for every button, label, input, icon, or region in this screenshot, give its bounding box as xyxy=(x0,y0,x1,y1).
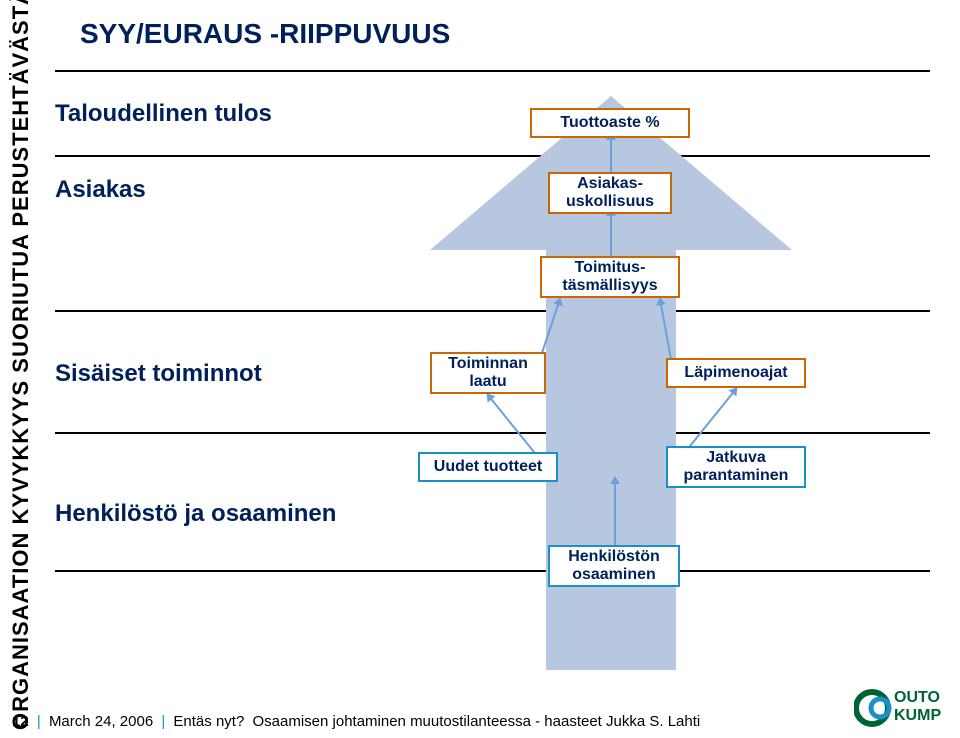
box-henkiloston: Henkilöstönosaaminen xyxy=(548,545,680,587)
box-toiminnan: Toiminnanlaatu xyxy=(430,352,546,394)
page-number: 12 xyxy=(12,713,29,730)
svg-text:OUTO: OUTO xyxy=(894,689,940,706)
box-tuottoaste: Tuottoaste % xyxy=(530,108,690,138)
box-toimitus: Toimitus-täsmällisyys xyxy=(540,256,680,298)
box-uudet: Uudet tuotteet xyxy=(418,452,558,482)
footer-text: Osaamisen johtaminen muutostilanteessa -… xyxy=(252,713,700,730)
svg-text:KUMPU: KUMPU xyxy=(894,707,942,724)
box-jatkuva: Jatkuvaparantaminen xyxy=(666,446,806,488)
box-asiakas: Asiakas-uskollisuus xyxy=(548,172,672,214)
footer-date: March 24, 2006 xyxy=(49,713,153,730)
footer: 12 | March 24, 2006 | Entäs nyt? Osaamis… xyxy=(12,713,700,730)
arrow xyxy=(610,214,612,256)
arrow xyxy=(610,138,612,172)
separator: | xyxy=(161,713,165,730)
arrow xyxy=(614,482,616,545)
separator: | xyxy=(37,713,41,730)
outokumpu-logo: OUTO KUMPU xyxy=(854,680,942,732)
footer-section: Entäs nyt? xyxy=(173,713,244,730)
box-lapimeno: Läpimenoajat xyxy=(666,358,806,388)
